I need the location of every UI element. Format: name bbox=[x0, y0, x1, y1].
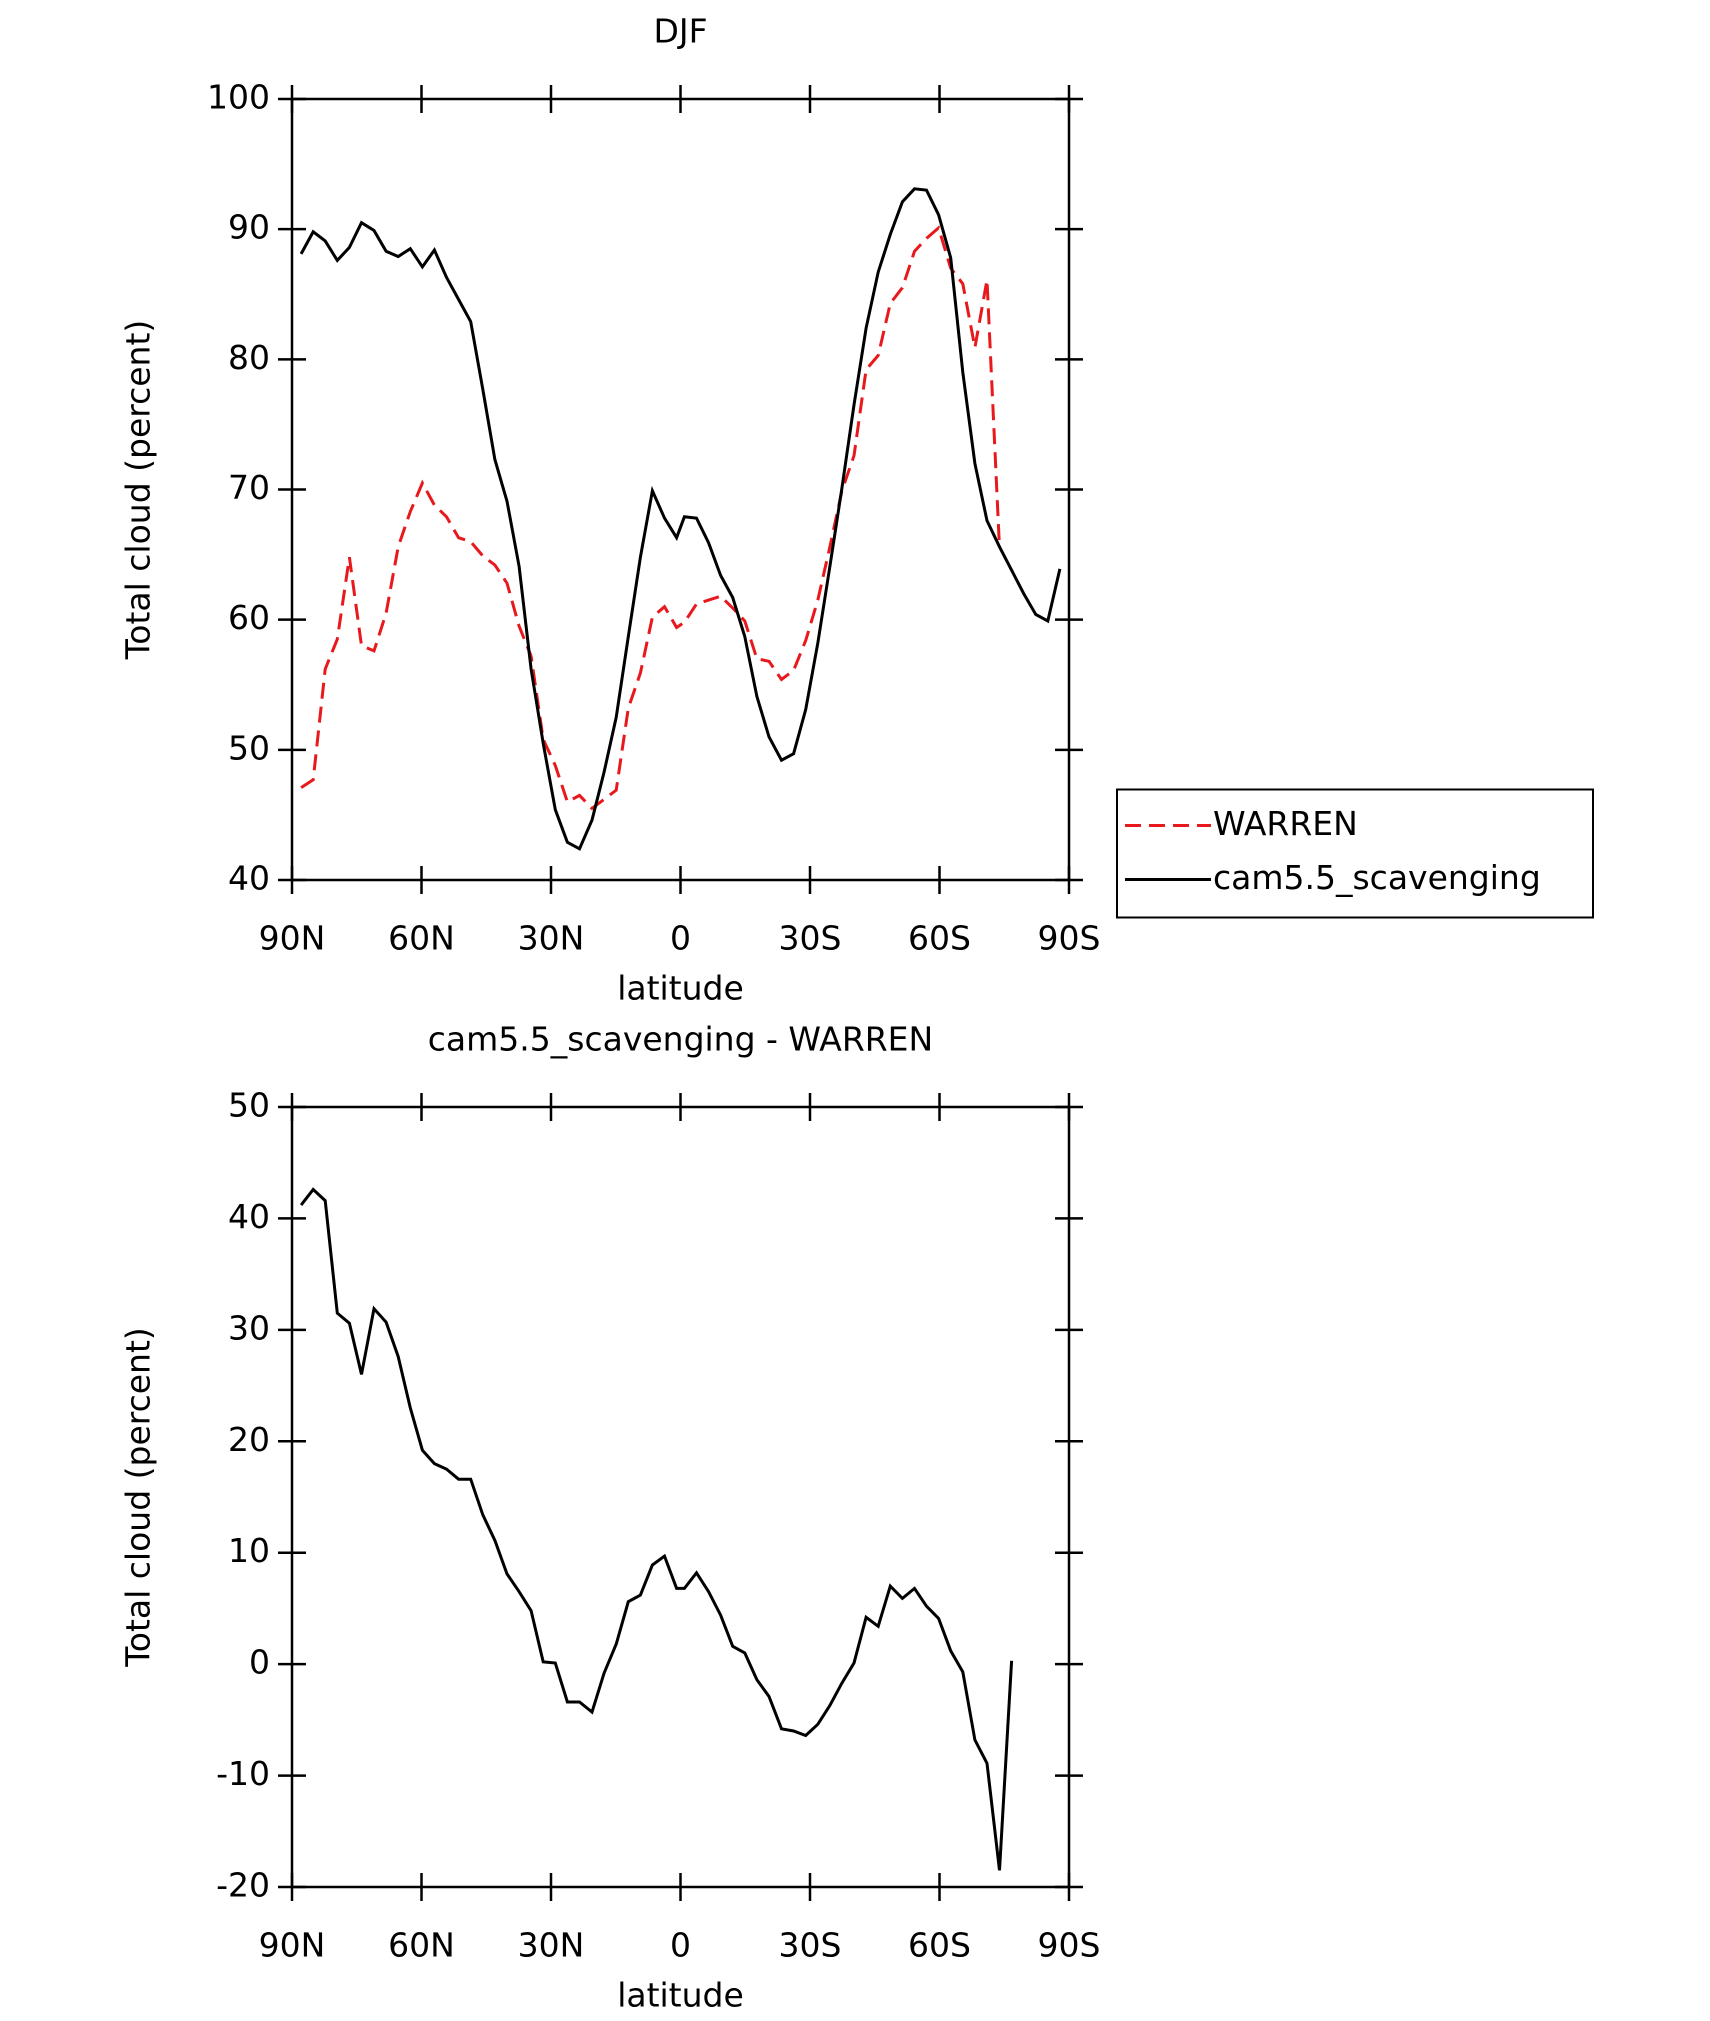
x-tick-label: 30S bbox=[779, 1926, 842, 1965]
x-tick-label: 60N bbox=[388, 1926, 455, 1965]
y-tick-label: 20 bbox=[228, 1420, 270, 1459]
x-axis-label: latitude bbox=[617, 969, 744, 1008]
x-tick-label: 90N bbox=[259, 1926, 326, 1965]
y-tick-label: 60 bbox=[228, 598, 270, 637]
y-tick-label: -10 bbox=[216, 1754, 270, 1793]
y-tick-label: 0 bbox=[249, 1643, 270, 1682]
x-tick-label: 30N bbox=[518, 1926, 585, 1965]
x-tick-label: 30N bbox=[518, 919, 585, 958]
y-tick-label: 80 bbox=[228, 338, 270, 377]
legend-label: WARREN bbox=[1213, 804, 1358, 843]
x-tick-label: 30S bbox=[779, 919, 842, 958]
x-tick-label: 90S bbox=[1038, 919, 1101, 958]
legend-box bbox=[1116, 788, 1594, 919]
x-tick-label: 90S bbox=[1038, 1926, 1101, 1965]
x-tick-label: 0 bbox=[670, 919, 691, 958]
y-tick-label: -20 bbox=[216, 1866, 270, 1905]
y-tick-label: 100 bbox=[207, 78, 270, 117]
y-axis-label: Total cloud (percent) bbox=[119, 320, 158, 661]
x-tick-label: 60S bbox=[908, 1926, 971, 1965]
x-tick-label: 90N bbox=[259, 919, 326, 958]
y-tick-label: 30 bbox=[228, 1308, 270, 1347]
plot-frame bbox=[290, 1105, 1071, 1889]
y-tick-label: 40 bbox=[228, 859, 270, 898]
y-axis-label: Total cloud (percent) bbox=[119, 1327, 158, 1668]
y-tick-label: 40 bbox=[228, 1197, 270, 1236]
y-tick-label: 70 bbox=[228, 468, 270, 507]
data-line bbox=[299, 187, 1062, 851]
chart-title: cam5.5_scavenging - WARREN bbox=[428, 1020, 933, 1059]
y-tick-label: 50 bbox=[228, 728, 270, 767]
y-tick-label: 90 bbox=[228, 208, 270, 247]
legend-label: cam5.5_scavenging bbox=[1213, 858, 1541, 897]
x-axis-label: latitude bbox=[617, 1976, 744, 2015]
x-tick-label: 60S bbox=[908, 919, 971, 958]
y-tick-label: 50 bbox=[228, 1086, 270, 1125]
data-line bbox=[300, 225, 1001, 811]
x-tick-label: 60N bbox=[388, 919, 455, 958]
x-tick-label: 0 bbox=[670, 1926, 691, 1965]
data-line bbox=[299, 1187, 1014, 1871]
plot-frame bbox=[290, 97, 1071, 882]
y-tick-label: 10 bbox=[228, 1531, 270, 1570]
chart-title: DJF bbox=[653, 12, 707, 51]
